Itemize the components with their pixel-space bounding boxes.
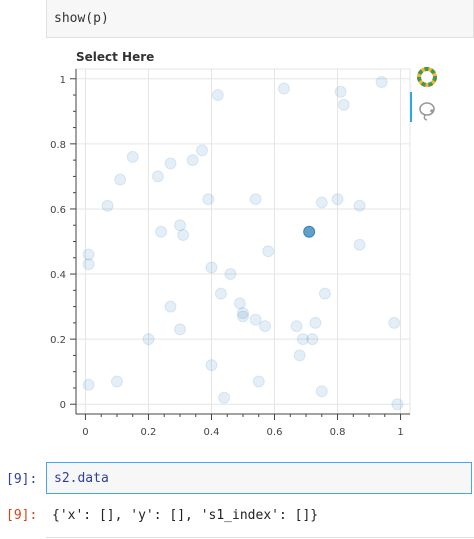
y-tick-label: 0 — [60, 400, 66, 411]
scatter-point — [353, 238, 366, 251]
grid-lines — [76, 69, 410, 414]
x-tick-label: 0.2 — [141, 427, 157, 438]
scatter-point — [82, 258, 95, 271]
scatter-point — [101, 199, 114, 212]
y-tick-label: 0.6 — [50, 205, 66, 216]
scatter-point — [252, 375, 265, 388]
plot-frame — [75, 68, 411, 415]
scatter-point — [164, 157, 177, 170]
scatter-point — [214, 287, 227, 300]
scatter-point — [293, 349, 306, 362]
scatter-point — [249, 193, 262, 206]
scatter-point — [249, 313, 262, 326]
scatter-point — [375, 76, 388, 89]
x-tick-label: 0 — [82, 427, 88, 438]
scatter-point — [237, 307, 249, 320]
previous-code-cell[interactable] — [46, 0, 474, 38]
scatter-point — [334, 85, 347, 98]
scatter-point — [315, 196, 328, 209]
y-tick-label: 0.4 — [50, 270, 66, 281]
y-tick-label: 1 — [60, 75, 66, 86]
scatter-point — [82, 248, 95, 261]
scatter-point — [259, 320, 272, 333]
scatter-point — [290, 320, 303, 333]
scatter-point — [155, 225, 168, 238]
scatter-point — [186, 154, 199, 167]
cell-divider — [46, 537, 474, 538]
scatter-point — [196, 144, 209, 157]
scatter-point — [391, 398, 404, 411]
y-tick-label: 0.2 — [50, 335, 66, 346]
scatter-point — [110, 375, 123, 388]
scatter-point — [309, 316, 322, 329]
y-tick-label: 0.8 — [50, 140, 66, 151]
x-tick-label: 0.4 — [204, 427, 220, 438]
scatter-point — [315, 385, 328, 398]
axes: 0 0.2 0.4 0.6 0.8 1 0 0.2 0.4 0.6 0.8 1 — [50, 69, 410, 438]
x-tick-label: 1 — [397, 427, 403, 438]
scatter-point — [82, 378, 95, 391]
scatter-plot[interactable]: Select Here 0 0.2 0.4 0.6 0.8 1 0 0.2 0.4 0.6 0.8 1 — [0, 0, 474, 460]
scatter-point — [173, 219, 186, 232]
scatter-point — [142, 333, 155, 346]
scatter-point — [388, 316, 401, 329]
code-input-text: s2.data — [54, 471, 109, 486]
scatter-point — [173, 323, 186, 336]
scatter-point — [205, 359, 218, 372]
scatter-point — [205, 261, 218, 274]
selected-point — [303, 225, 316, 238]
scatter-point — [177, 228, 190, 241]
scatter-point — [306, 333, 319, 346]
scatter-point — [202, 193, 215, 206]
scatter-point — [126, 150, 139, 163]
scatter-point — [233, 297, 246, 310]
code-input-cell[interactable]: s2.data — [46, 462, 472, 494]
output-prompt: [9]: — [6, 508, 38, 523]
scatter-point — [353, 199, 366, 212]
scatter-point — [331, 193, 344, 206]
scatter-point — [318, 287, 331, 300]
scatter-point — [224, 268, 237, 281]
data-points — [82, 76, 404, 411]
scatter-point — [114, 173, 127, 186]
scatter-point — [237, 310, 249, 323]
x-tick-label: 0.6 — [267, 427, 283, 438]
scatter-point — [164, 300, 177, 313]
scatter-point — [337, 98, 350, 111]
output-text: {'x': [], 'y': [], 's1_index': []} — [52, 508, 319, 523]
scatter-point — [277, 82, 290, 95]
scatter-point — [151, 170, 164, 183]
chart-title: Select Here — [76, 50, 154, 64]
scatter-point — [211, 89, 224, 102]
scatter-point — [262, 245, 275, 258]
lasso-select-icon[interactable] — [419, 102, 435, 121]
previous-code-text: show(p) — [54, 11, 109, 26]
scatter-point — [218, 391, 231, 404]
active-tool-indicator — [410, 92, 412, 122]
input-prompt: [9]: — [6, 472, 38, 487]
x-tick-label: 0.8 — [330, 427, 346, 438]
bokeh-logo-icon[interactable] — [417, 67, 437, 87]
scatter-point — [296, 333, 309, 346]
